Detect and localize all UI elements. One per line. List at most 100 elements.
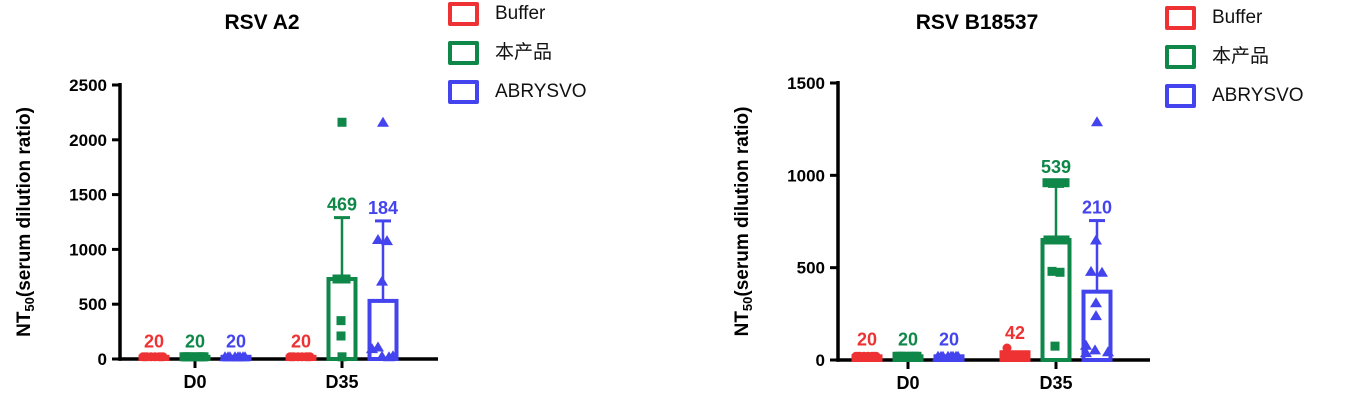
bar-group-D35-Buffer: 20 bbox=[285, 332, 317, 362]
data-point bbox=[287, 352, 297, 362]
data-point bbox=[1091, 116, 1103, 127]
data-point bbox=[337, 117, 347, 127]
legend-item-abrysvo: ABRYSVO bbox=[1165, 84, 1304, 108]
bar-value-label: 469 bbox=[327, 195, 357, 215]
y-tick-label: 0 bbox=[98, 350, 107, 369]
x-tick-label: D35 bbox=[325, 372, 358, 392]
data-point bbox=[372, 234, 384, 245]
data-point bbox=[1042, 178, 1052, 188]
data-point bbox=[376, 275, 388, 286]
axes: 0 500 1000 1500 2000 2500 D0 D35 bbox=[69, 76, 438, 392]
data-point bbox=[222, 351, 234, 362]
y-tick-label: 1500 bbox=[787, 74, 825, 93]
y-tick-label: 0 bbox=[816, 351, 825, 370]
bar-value-label: 20 bbox=[939, 330, 959, 350]
y-tick-label: 1000 bbox=[69, 240, 107, 259]
data-point bbox=[1089, 344, 1101, 355]
data-point bbox=[1090, 234, 1102, 245]
legend-label-buffer: Buffer bbox=[1212, 7, 1263, 28]
bar-value-label: 42 bbox=[1005, 323, 1025, 343]
bar-value-label: 210 bbox=[1082, 198, 1112, 218]
y-tick-label: 1500 bbox=[69, 186, 107, 205]
data-point bbox=[853, 351, 863, 361]
data-point bbox=[366, 343, 378, 354]
legend-item-buffer: Buffer bbox=[448, 2, 587, 26]
bar-group-D0-ABRYSVO: 20 bbox=[219, 332, 252, 362]
legend-label-product: 本产品 bbox=[495, 42, 553, 63]
abrysvo-swatch-icon bbox=[1165, 84, 1196, 108]
data-point bbox=[332, 274, 342, 284]
bar-group-D35-ABRYSVO: 210 bbox=[1080, 116, 1114, 363]
x-tick-label: D0 bbox=[896, 373, 919, 393]
data-point bbox=[197, 352, 207, 362]
data-point bbox=[377, 116, 389, 127]
y-tick-label: 500 bbox=[79, 295, 107, 314]
chart-title: RSV A2 bbox=[224, 11, 299, 34]
data-point bbox=[935, 350, 947, 361]
data-point bbox=[336, 316, 346, 326]
bar-value-label: 184 bbox=[368, 198, 398, 218]
chart-rsv-b18537: 0 500 1000 1500 D0 D35 RSV B18537 NT50(serum di… bbox=[732, 11, 1150, 393]
data-point bbox=[910, 351, 920, 361]
data-point bbox=[1060, 235, 1070, 245]
data-point bbox=[383, 351, 395, 362]
bar-group-D35-本产品: 539 bbox=[1040, 157, 1072, 362]
data-point bbox=[1050, 341, 1060, 351]
data-point bbox=[1047, 266, 1057, 276]
data-point bbox=[341, 274, 351, 284]
bar bbox=[1040, 237, 1072, 362]
bar-group-D0-Buffer: 20 bbox=[851, 330, 883, 363]
legend-item-product: 本产品 bbox=[448, 41, 587, 65]
bar-value-label: 20 bbox=[144, 332, 164, 352]
legend-label-abrysvo: ABRYSVO bbox=[495, 81, 587, 102]
bar-value-label: 539 bbox=[1041, 157, 1071, 177]
data-point bbox=[1096, 266, 1108, 277]
legend-item-product: 本产品 bbox=[1165, 45, 1304, 69]
data-point bbox=[1060, 178, 1070, 188]
data-point bbox=[1051, 178, 1061, 188]
y-tick-label: 1000 bbox=[787, 166, 825, 185]
bar-value-label: 20 bbox=[857, 330, 877, 350]
data-point bbox=[1021, 351, 1031, 361]
legend-item-abrysvo: ABRYSVO bbox=[448, 80, 587, 104]
bar-group-D35-Buffer: 42 bbox=[999, 323, 1031, 362]
data-point bbox=[181, 352, 191, 362]
product-swatch-icon bbox=[1165, 45, 1196, 69]
data-point bbox=[1090, 297, 1102, 308]
legend-label-buffer: Buffer bbox=[495, 3, 546, 24]
data-point bbox=[1085, 265, 1097, 276]
bar-group-D0-本产品: 20 bbox=[179, 332, 211, 362]
legend-rsv-a2: Buffer 本产品 ABRYSVO bbox=[448, 2, 587, 104]
y-tick-label: 2000 bbox=[69, 131, 107, 150]
buffer-swatch-icon bbox=[448, 2, 479, 26]
y-tick-label: 500 bbox=[797, 259, 825, 278]
bar-group-D35-本产品: 469 bbox=[326, 117, 358, 362]
data-point bbox=[337, 352, 347, 362]
bar-group-D35-ABRYSVO: 184 bbox=[366, 116, 399, 362]
chart-rsv-a2: 0 500 1000 1500 2000 2500 D0 D35 RSV A2 NT50(seru… bbox=[14, 11, 438, 392]
data-point bbox=[237, 351, 249, 362]
bar-group-D0-ABRYSVO: 20 bbox=[932, 330, 965, 363]
data-point bbox=[156, 352, 166, 362]
x-tick-label: D35 bbox=[1039, 373, 1072, 393]
bar-group-D0-本产品: 20 bbox=[892, 330, 924, 363]
x-tick-label: D0 bbox=[183, 372, 206, 392]
legend-label-abrysvo: ABRYSVO bbox=[1212, 85, 1304, 106]
y-axis-label: NT50(serum dilution ratio) bbox=[14, 107, 37, 337]
data-point bbox=[1080, 347, 1092, 358]
data-point bbox=[303, 352, 313, 362]
bar-value-label: 20 bbox=[898, 330, 918, 350]
data-point bbox=[1055, 267, 1065, 277]
data-point bbox=[1090, 310, 1102, 321]
y-axis-label: NT50(serum dilution ratio) bbox=[732, 107, 755, 337]
bar-value-label: 20 bbox=[185, 332, 205, 352]
bar-group-D0-Buffer: 20 bbox=[138, 332, 170, 362]
chart-title: RSV B18537 bbox=[916, 11, 1039, 34]
data-point bbox=[1043, 235, 1053, 245]
data-point bbox=[1080, 339, 1092, 350]
data-point bbox=[1102, 346, 1114, 357]
data-point bbox=[894, 351, 904, 361]
bar-value-label: 20 bbox=[291, 332, 311, 352]
product-swatch-icon bbox=[448, 41, 479, 65]
